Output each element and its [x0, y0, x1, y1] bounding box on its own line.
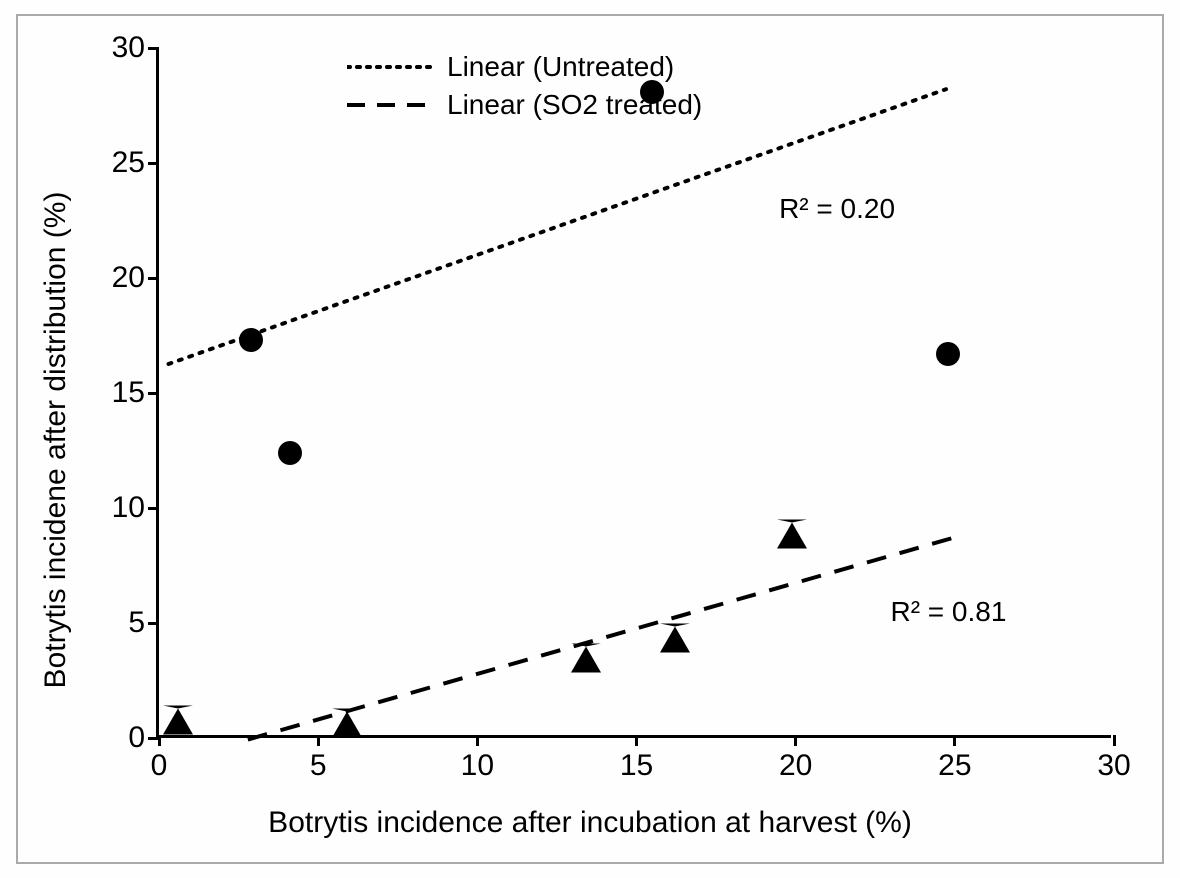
- data-point-circle: [936, 342, 960, 366]
- data-point-triangle: [660, 623, 690, 652]
- y-tick-label: 10: [112, 491, 145, 525]
- y-tick-label: 30: [112, 31, 145, 65]
- y-tick-label: 0: [128, 721, 145, 755]
- r-squared-untreated: R² = 0.20: [779, 193, 895, 225]
- x-tick-label: 20: [779, 749, 812, 783]
- y-axis-title: Botrytis incidene after distribution (%): [39, 192, 73, 689]
- trend-untreated: [169, 89, 946, 364]
- x-tick: [953, 735, 956, 746]
- trend-lines-svg: [159, 48, 1111, 735]
- y-tick: [148, 47, 159, 50]
- y-tick: [148, 162, 159, 165]
- y-tick: [148, 277, 159, 280]
- r-squared-so2: R² = 0.81: [890, 596, 1006, 628]
- x-tick: [635, 735, 638, 746]
- x-tick: [158, 735, 161, 746]
- legend-swatch-dotted: [347, 55, 435, 79]
- x-tick-label: 0: [151, 749, 168, 783]
- y-tick-label: 25: [112, 146, 145, 180]
- data-point-circle: [278, 441, 302, 465]
- legend-swatch-dashed: [347, 93, 435, 117]
- plot-area: Linear (Untreated) Linear (SO2 treated) …: [156, 48, 1111, 738]
- x-tick-label: 30: [1097, 749, 1130, 783]
- chart-container: Botrytis incidene after distribution (%)…: [32, 30, 1148, 850]
- data-point-circle: [239, 328, 263, 352]
- data-point-triangle: [163, 706, 193, 735]
- x-tick: [476, 735, 479, 746]
- x-axis-title: Botrytis incidence after incubation at h…: [268, 806, 912, 840]
- x-tick-label: 5: [310, 749, 327, 783]
- y-tick: [148, 392, 159, 395]
- x-tick-label: 15: [620, 749, 653, 783]
- legend-label-untreated: Linear (Untreated): [447, 51, 674, 83]
- x-tick-label: 25: [938, 749, 971, 783]
- y-tick: [148, 507, 159, 510]
- x-tick: [317, 735, 320, 746]
- y-tick-label: 15: [112, 376, 145, 410]
- x-tick: [794, 735, 797, 746]
- x-tick: [1113, 735, 1116, 746]
- x-tick-label: 10: [461, 749, 494, 783]
- y-tick-label: 20: [112, 261, 145, 295]
- data-point-triangle: [332, 708, 362, 737]
- data-point-triangle: [571, 644, 601, 673]
- y-tick-label: 5: [128, 606, 145, 640]
- data-point-triangle: [777, 520, 807, 549]
- data-point-circle: [640, 80, 664, 104]
- y-tick: [148, 622, 159, 625]
